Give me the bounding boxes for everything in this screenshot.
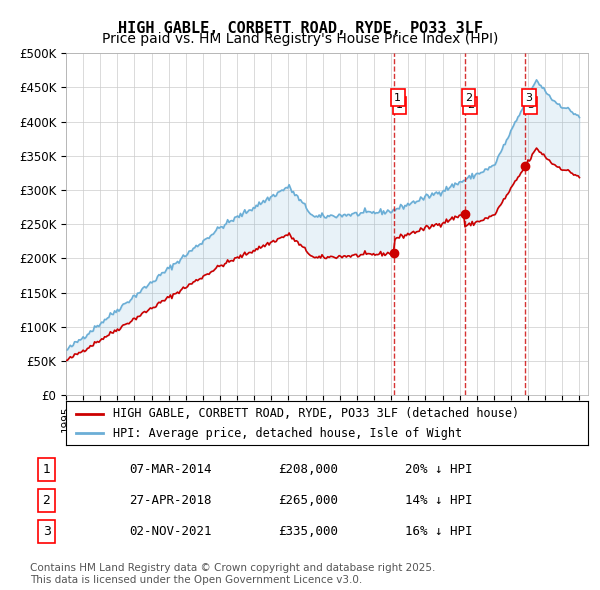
- Text: 1: 1: [396, 100, 403, 110]
- Text: 02-NOV-2021: 02-NOV-2021: [130, 525, 212, 538]
- Text: 2: 2: [465, 93, 472, 103]
- Text: £208,000: £208,000: [278, 463, 338, 476]
- Text: 2: 2: [43, 494, 50, 507]
- Text: 3: 3: [525, 93, 532, 103]
- Text: 20% ↓ HPI: 20% ↓ HPI: [406, 463, 473, 476]
- Text: 1: 1: [394, 93, 401, 103]
- Text: 1: 1: [43, 463, 50, 476]
- Text: £265,000: £265,000: [278, 494, 338, 507]
- Text: Contains HM Land Registry data © Crown copyright and database right 2025.
This d: Contains HM Land Registry data © Crown c…: [30, 563, 436, 585]
- Text: 3: 3: [43, 525, 50, 538]
- Text: 14% ↓ HPI: 14% ↓ HPI: [406, 494, 473, 507]
- Text: HIGH GABLE, CORBETT ROAD, RYDE, PO33 3LF (detached house): HIGH GABLE, CORBETT ROAD, RYDE, PO33 3LF…: [113, 407, 519, 420]
- Text: 2: 2: [467, 100, 474, 110]
- Text: 16% ↓ HPI: 16% ↓ HPI: [406, 525, 473, 538]
- Text: Price paid vs. HM Land Registry's House Price Index (HPI): Price paid vs. HM Land Registry's House …: [102, 32, 498, 47]
- Text: 3: 3: [527, 100, 534, 110]
- Text: 07-MAR-2014: 07-MAR-2014: [130, 463, 212, 476]
- Text: 27-APR-2018: 27-APR-2018: [130, 494, 212, 507]
- Text: HIGH GABLE, CORBETT ROAD, RYDE, PO33 3LF: HIGH GABLE, CORBETT ROAD, RYDE, PO33 3LF: [118, 21, 482, 35]
- Text: £335,000: £335,000: [278, 525, 338, 538]
- Text: HPI: Average price, detached house, Isle of Wight: HPI: Average price, detached house, Isle…: [113, 427, 462, 440]
